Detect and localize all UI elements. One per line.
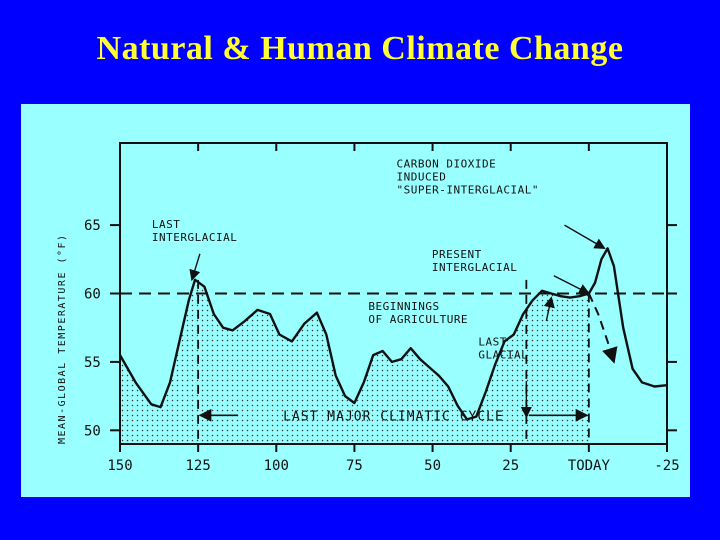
annotation-4-line-1: GLACIAL [478, 348, 528, 361]
temperature-chart: 50 55 60 65 150 125 100 75 50 25 TODAY -25 CARBON D… [57, 142, 680, 474]
annotation-2-line-0: PRESENT [432, 248, 482, 261]
dotted-fill [120, 279, 589, 444]
annotation-4-line-0: LAST [478, 335, 507, 348]
x-tick-label-4: 50 [424, 458, 441, 474]
annotation-2-line-1: INTERGLACIAL [432, 261, 517, 274]
annotation-arrow-0 [564, 224, 606, 250]
x-tick-label-7: -25 [654, 458, 679, 474]
x-tick-label-1: 125 [185, 458, 210, 474]
series-line-1 [587, 247, 668, 388]
y-tick-label-60: 60 [84, 287, 101, 303]
annotation-arrow-1 [189, 253, 201, 282]
shaded-area [120, 279, 589, 444]
annotation-0-line-0: CARBON DIOXIDE [396, 158, 496, 171]
annotation-3-line-1: OF AGRICULTURE [368, 313, 468, 326]
y-tick-label-50: 50 [84, 423, 101, 439]
annotation-0-line-2: "SUPER-INTERGLACIAL" [396, 184, 538, 197]
y-tick-label-65: 65 [84, 218, 101, 234]
span-label: LAST MAJOR CLIMATIC CYCLE [283, 409, 504, 424]
x-tick-label-6: TODAY [568, 458, 611, 474]
annotation-3-line-0: BEGINNINGS [368, 300, 439, 313]
y-axis-label: MEAN-GLOBAL TEMPERATURE (°F) [57, 233, 68, 444]
series-line-0 [118, 278, 590, 421]
x-tick-label-3: 75 [346, 458, 363, 474]
slide-title: Natural & Human Climate Change [96, 30, 624, 67]
series-line-2 [587, 293, 618, 364]
annotation-arrow-2 [553, 275, 591, 295]
annotation-1-line-1: INTERGLACIAL [152, 231, 237, 244]
annotations: CARBON DIOXIDEINDUCED"SUPER-INTERGLACIAL… [152, 158, 606, 424]
axes: 50 55 60 65 150 125 100 75 50 25 TODAY -25 [84, 142, 680, 474]
figure-panel: 50 55 60 65 150 125 100 75 50 25 TODAY -25 CARBON D… [21, 104, 690, 497]
annotation-1-line-0: LAST [152, 218, 181, 231]
x-tick-label-5: 25 [502, 458, 519, 474]
x-tick-label-2: 100 [264, 458, 289, 474]
series-lines [118, 247, 668, 421]
y-tick-label-55: 55 [84, 355, 101, 371]
x-tick-label-0: 150 [107, 458, 132, 474]
annotation-0-line-1: INDUCED [396, 171, 446, 184]
annotation-arrow-3 [543, 296, 555, 322]
